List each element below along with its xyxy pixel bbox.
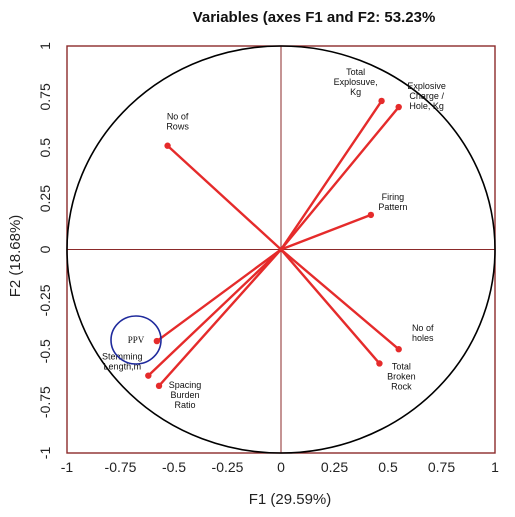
y-tick-label: 0.25: [37, 185, 53, 212]
x-tick-label: -0.75: [105, 459, 137, 475]
vector-point: [153, 337, 161, 345]
vector-label: Stemming Length,m: [102, 352, 143, 372]
vector-label: Spacing Burden Ratio: [169, 380, 202, 410]
vector-label: Explosive Charge / Hole, Kg: [407, 81, 446, 111]
vector-line: [279, 213, 373, 251]
y-tick-label: 1: [37, 42, 53, 50]
y-tick-label: 0.5: [37, 138, 53, 158]
vector-point: [395, 346, 402, 353]
x-tick-label: -1: [61, 459, 74, 475]
vector-label: No of holes: [412, 323, 434, 343]
vector-point: [376, 360, 383, 367]
y-tick-label: 0.75: [37, 83, 53, 110]
vector-line: [279, 248, 381, 365]
x-tick-label: 1: [491, 459, 499, 475]
x-tick-label: 0.75: [428, 459, 455, 475]
vector-point: [367, 211, 375, 219]
ppv-circle: [110, 315, 162, 365]
vector-label: Firing Pattern: [378, 192, 407, 212]
plot-area: Total Explosuve, Kg Explosive Charge / Hole, …: [66, 45, 496, 454]
y-tick-label: -0.5: [37, 339, 53, 363]
y-tick-label: -0.75: [37, 386, 53, 418]
vector-line: [155, 248, 283, 343]
vector-line: [166, 144, 283, 251]
x-axis-label: F1 (29.59%): [249, 491, 332, 508]
vector-line: [279, 105, 400, 251]
vector-label: Total Explosuve, Kg: [334, 67, 378, 97]
y-tick-label: -1: [37, 447, 53, 460]
tick-labels: -1 -0.75 -0.5 -0.25 0 0.25 0.5 0.75 1 1 0.75 0.5 0.2…: [37, 42, 499, 475]
vector-label: Total Broken Rock: [387, 361, 416, 391]
x-tick-label: -0.5: [162, 459, 186, 475]
vector-label: No of Rows: [166, 112, 189, 132]
vector-line: [147, 248, 283, 377]
y-axis-label: F2 (18.68%): [7, 215, 24, 298]
vector-point: [145, 372, 152, 379]
vector-point: [155, 382, 163, 390]
vector-point: [395, 103, 402, 111]
x-tick-label: 0.5: [378, 459, 398, 475]
chart-title: Variables (axes F1 and F2: 53.23%: [193, 9, 436, 26]
x-tick-label: 0.25: [321, 459, 348, 475]
ppv-label: PPV: [128, 335, 145, 345]
x-tick-label: 0: [277, 459, 285, 475]
vector-point: [164, 142, 171, 149]
x-tick-label: -0.25: [212, 459, 244, 475]
correlation-circle: [66, 45, 496, 454]
vector-line: [279, 99, 383, 251]
y-tick-label: 0: [37, 245, 53, 253]
vector-line: [279, 248, 400, 351]
y-tick-label: -0.25: [37, 284, 53, 316]
vector-line: [157, 248, 283, 388]
vector-point: [378, 97, 385, 105]
